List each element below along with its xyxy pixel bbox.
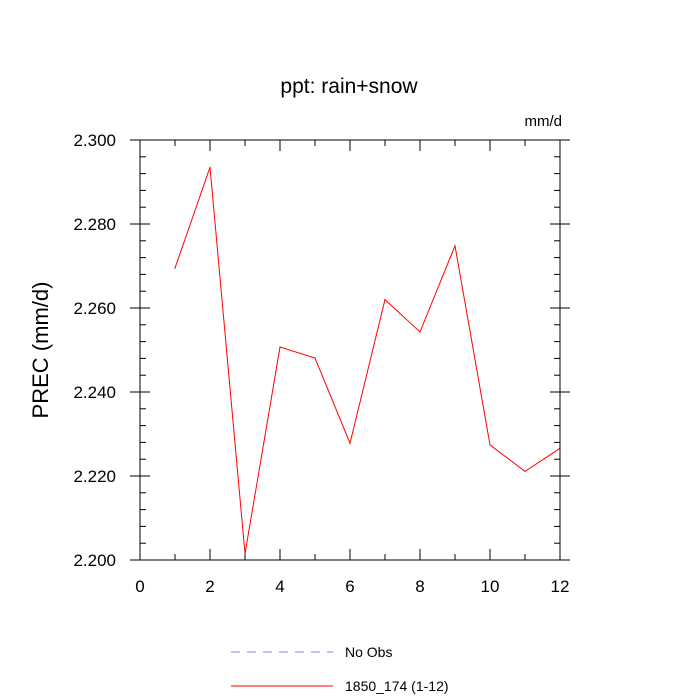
- y-tick-label: 2.200: [73, 551, 116, 570]
- legend: No Obs 1850_174 (1-12): [231, 644, 449, 694]
- y-tick-label: 2.220: [73, 467, 116, 486]
- x-tick-label: 10: [481, 577, 500, 596]
- x-tick-label: 6: [345, 577, 354, 596]
- x-tick-label: 4: [275, 577, 284, 596]
- axis-tick-labels: 0 2 4 6 8 10 12 2.200 2.220 2.240 2.260 2.280 2.300: [73, 131, 569, 596]
- y-tick-label: 2.300: [73, 131, 116, 150]
- data-point: [419, 331, 421, 333]
- x-tick-label: 12: [551, 577, 570, 596]
- chart-title: ppt: rain+snow: [280, 75, 418, 98]
- y-tick-label: 2.260: [73, 299, 116, 318]
- data-point: [524, 470, 526, 472]
- data-point: [454, 245, 456, 247]
- data-point: [314, 357, 316, 359]
- legend-label: 1850_174 (1-12): [345, 678, 449, 694]
- x-tick-label: 0: [135, 577, 144, 596]
- units-label: mm/d: [525, 113, 563, 130]
- y-axis-label: PREC (mm/d): [28, 282, 53, 419]
- series-lines: [174, 166, 561, 555]
- axis-ticks: [130, 139, 570, 561]
- plot-frame: [139, 139, 561, 561]
- data-point: [384, 299, 386, 301]
- y-tick-label: 2.280: [73, 215, 116, 234]
- series-line: [174, 167, 561, 554]
- data-point: [279, 346, 281, 348]
- data-point: [349, 442, 351, 444]
- data-point: [174, 267, 176, 269]
- data-point: [489, 444, 491, 446]
- x-tick-label: 2: [205, 577, 214, 596]
- data-point: [209, 166, 211, 168]
- x-tick-label: 8: [415, 577, 424, 596]
- data-point: [244, 553, 246, 555]
- legend-label: No Obs: [345, 644, 392, 660]
- y-tick-label: 2.240: [73, 383, 116, 402]
